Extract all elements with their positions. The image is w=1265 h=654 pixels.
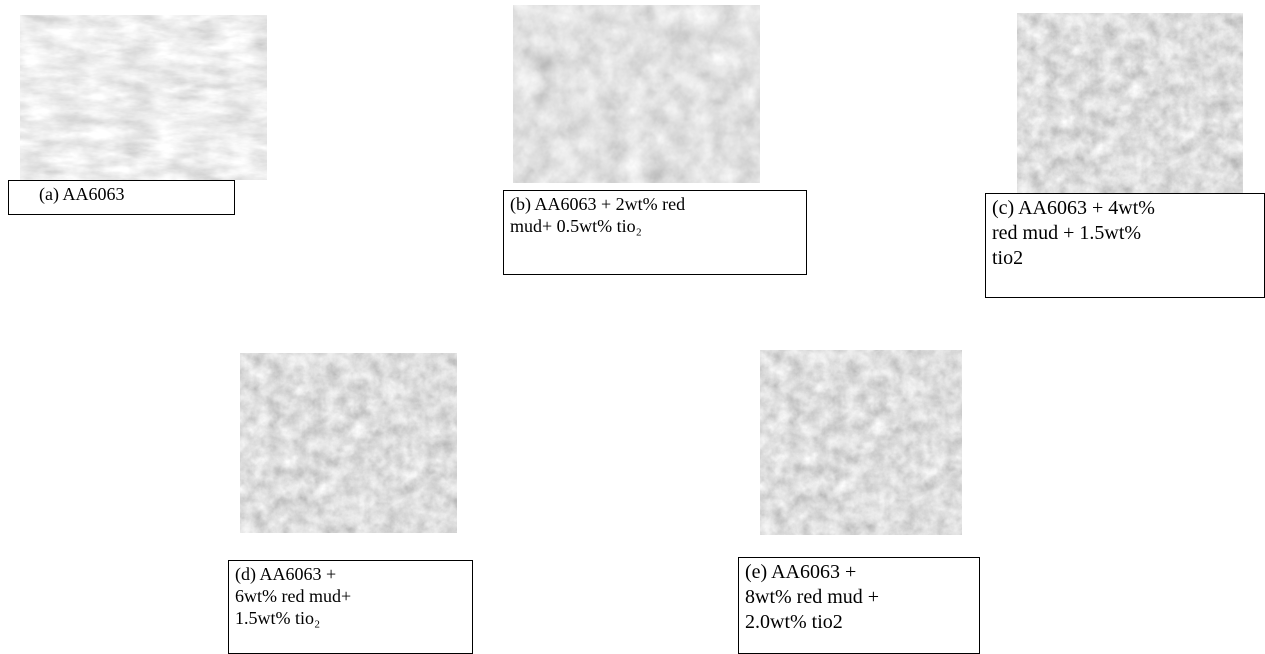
caption-line: 2.0wt% tio2 <box>745 610 973 635</box>
caption-line: mud+ 0.5wt% tio₂ <box>510 215 800 237</box>
caption-box: (c) AA6063 + 4wt%red mud + 1.5wt%tio2 <box>985 193 1265 298</box>
caption-line: tio2 <box>992 246 1258 271</box>
caption-box: (d) AA6063 +6wt% red mud+1.5wt% tio₂ <box>228 560 473 654</box>
micrograph-texture <box>240 353 457 533</box>
micrograph <box>1017 13 1243 193</box>
micrograph <box>20 15 267 180</box>
caption-box: (a) AA6063 <box>8 180 235 215</box>
caption-box: (e) AA6063 +8wt% red mud +2.0wt% tio2 <box>738 557 980 654</box>
micrograph <box>240 353 457 533</box>
caption-line: 8wt% red mud + <box>745 585 973 610</box>
caption-line: (e) AA6063 + <box>745 560 973 585</box>
caption-line: (b) AA6063 + 2wt% red <box>510 193 800 215</box>
micrograph <box>513 5 760 183</box>
micrograph-texture <box>513 5 760 183</box>
figure-page: (a) AA6063 (b) AA6063 + 2wt% redmud+ 0.5w… <box>0 0 1265 654</box>
caption-line: 1.5wt% tio₂ <box>235 607 466 629</box>
caption-line: (a) AA6063 <box>39 183 228 205</box>
caption-line: 6wt% red mud+ <box>235 585 466 607</box>
micrograph-texture <box>760 350 962 535</box>
micrograph-texture <box>1017 13 1243 193</box>
caption-line: red mud + 1.5wt% <box>992 221 1258 246</box>
caption-line: (c) AA6063 + 4wt% <box>992 196 1258 221</box>
micrograph-texture <box>20 15 267 180</box>
micrograph <box>760 350 962 535</box>
caption-line: (d) AA6063 + <box>235 563 466 585</box>
